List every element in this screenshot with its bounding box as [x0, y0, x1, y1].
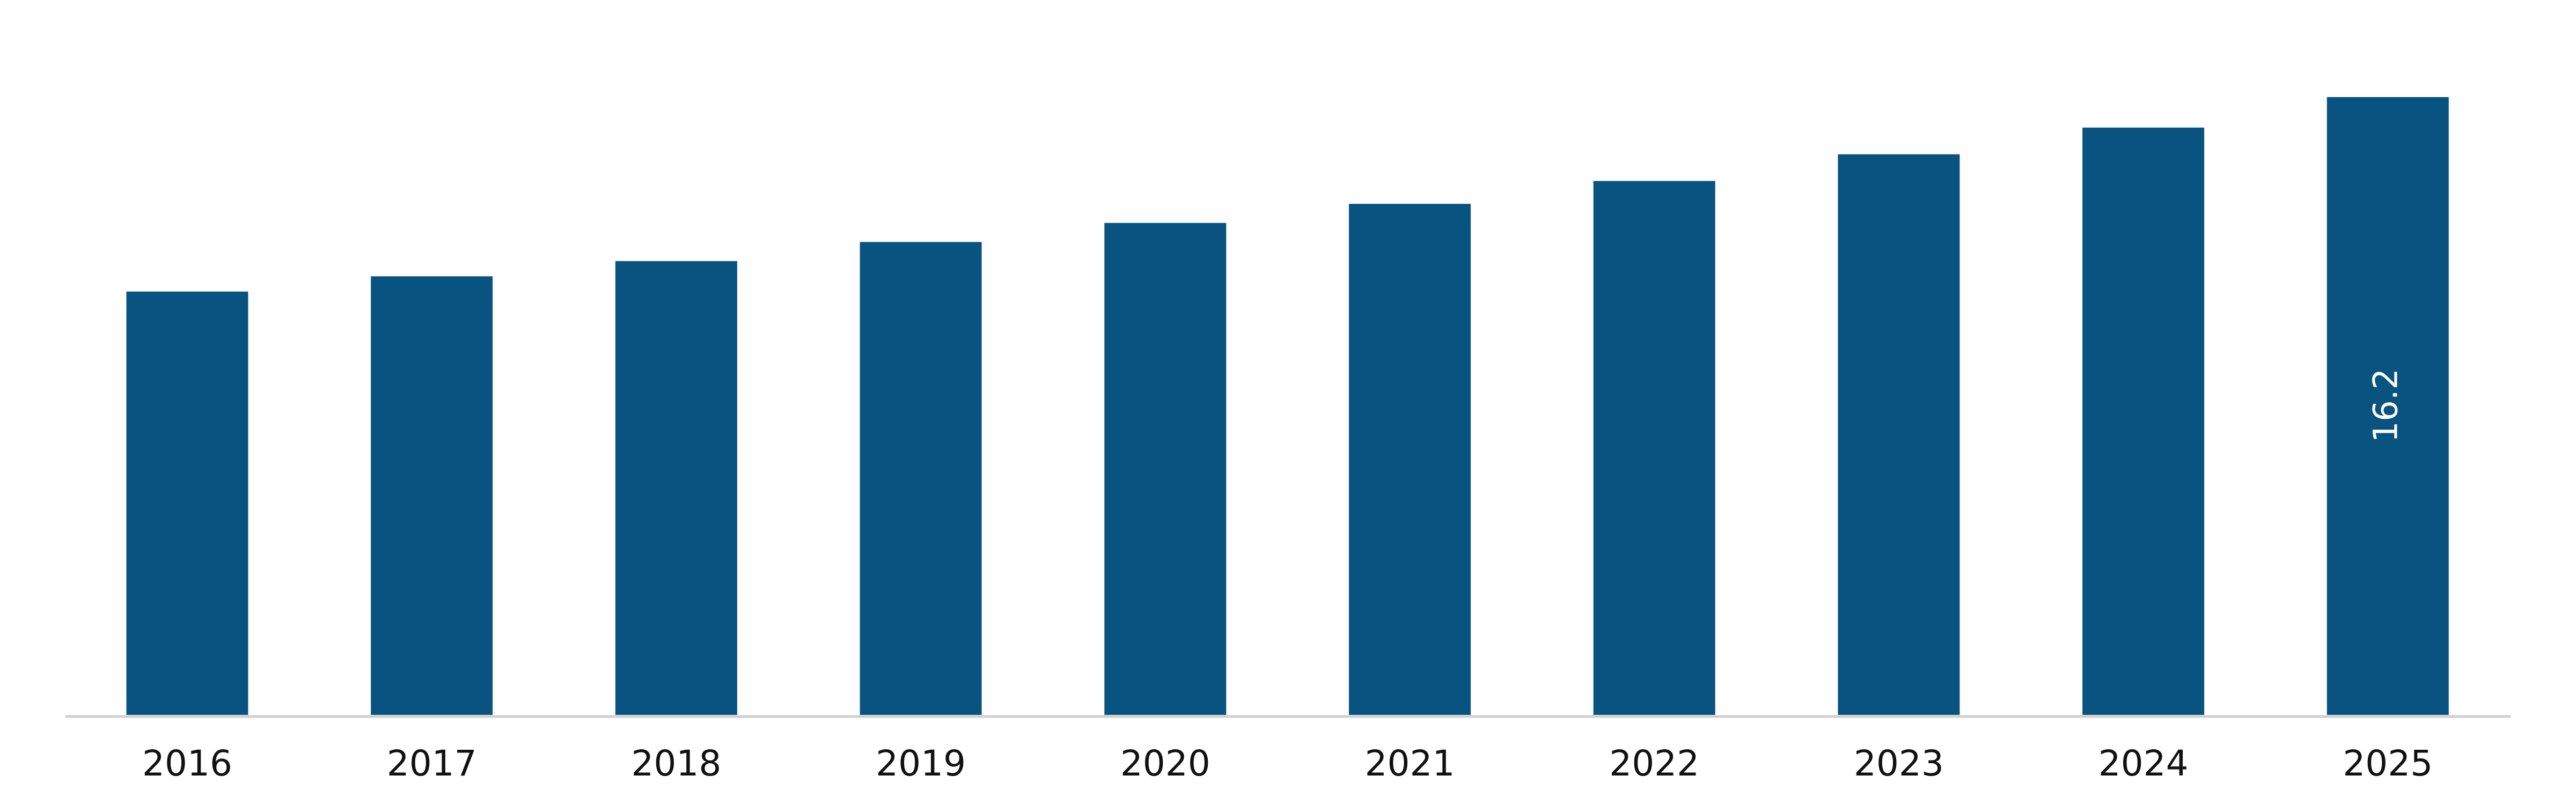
bar	[1838, 154, 1960, 715]
bar	[1349, 204, 1471, 715]
x-tick-label: 2022	[1609, 743, 1699, 784]
bar	[615, 261, 737, 715]
x-tick-label: 2017	[387, 743, 477, 784]
bar	[2327, 97, 2449, 715]
x-tick-label: 2024	[2098, 743, 2189, 784]
x-tick-label: 2020	[1120, 743, 1210, 784]
bar	[371, 276, 493, 715]
x-tick-label: 2025	[2343, 743, 2433, 784]
x-tick-label: 2023	[1854, 743, 1944, 784]
x-tick-label: 2019	[876, 743, 966, 784]
bar	[1104, 223, 1227, 715]
data-label: 16.2	[2366, 368, 2405, 442]
x-tick-label: 2016	[142, 743, 232, 784]
bar	[1593, 181, 1715, 715]
x-tick-label: 2021	[1365, 743, 1455, 784]
bar	[126, 291, 248, 715]
x-tick-label: 2018	[631, 743, 721, 784]
bar	[860, 242, 982, 715]
bar	[2082, 127, 2205, 715]
